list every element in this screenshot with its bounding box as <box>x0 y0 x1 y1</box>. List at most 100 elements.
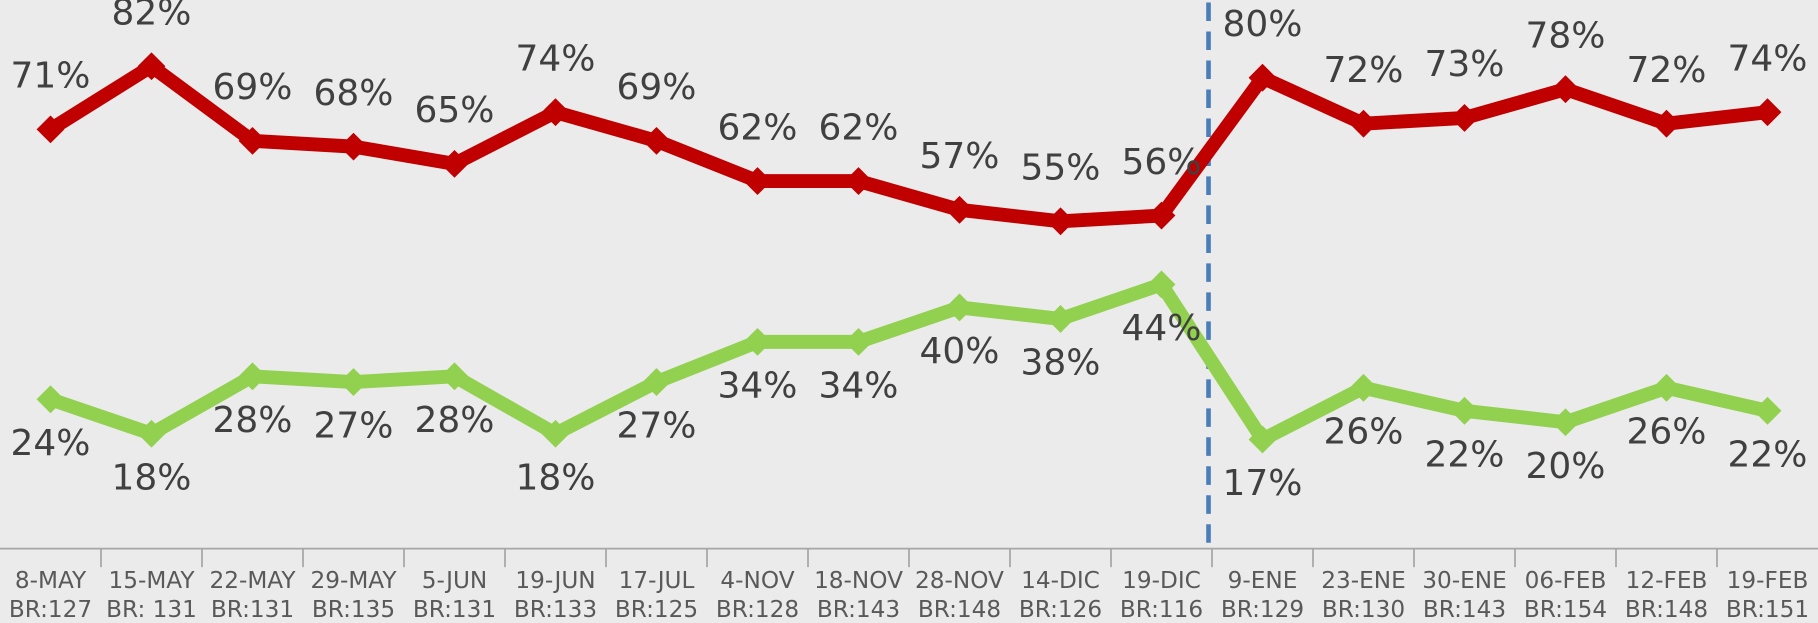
x-tick-label: BR:126 <box>1019 596 1102 623</box>
data-label: 28% <box>415 400 495 441</box>
series-line <box>48 277 1770 447</box>
x-tick-label: 17-JUL <box>619 567 695 594</box>
x-tick-label: 9-ENE <box>1228 567 1298 594</box>
x-tick-label: BR:125 <box>615 596 698 623</box>
data-label: 62% <box>718 107 798 148</box>
x-tick-label: BR:148 <box>1625 596 1708 623</box>
x-tick-label: 06-FEB <box>1525 567 1607 594</box>
data-label: 69% <box>617 67 697 108</box>
marker <box>1046 304 1075 333</box>
marker <box>1551 75 1580 104</box>
marker <box>1147 201 1176 230</box>
marker <box>440 362 469 391</box>
x-tick-label: 30-ENE <box>1422 567 1506 594</box>
x-tick-label: BR:130 <box>1322 596 1405 623</box>
data-label: 68% <box>314 73 394 114</box>
data-label: 26% <box>1627 411 1707 452</box>
data-label: 72% <box>1324 50 1404 91</box>
x-tick-label: 22-MAY <box>209 567 296 594</box>
x-tick-label: BR:129 <box>1221 596 1304 623</box>
marker <box>36 385 65 414</box>
marker <box>1046 207 1075 236</box>
data-label: 20% <box>1526 446 1606 487</box>
data-label: 18% <box>516 457 596 498</box>
x-tick-label: 12-FEB <box>1626 567 1708 594</box>
marker <box>1349 373 1378 402</box>
data-label: 62% <box>819 107 899 148</box>
x-tick-label: BR:116 <box>1120 596 1203 623</box>
x-tick-label: 18-NOV <box>814 567 903 594</box>
x-tick-label: BR: 131 <box>106 596 197 623</box>
marker <box>1551 408 1580 437</box>
marker <box>36 115 65 144</box>
data-label: 74% <box>516 38 596 79</box>
x-tick-label: 19-DIC <box>1122 567 1201 594</box>
data-label: 34% <box>819 366 899 407</box>
data-label: 26% <box>1324 411 1404 452</box>
x-tick-label: BR:128 <box>716 596 799 623</box>
x-tick-label: BR:151 <box>1726 596 1809 623</box>
x-tick-label: 28-NOV <box>915 567 1004 594</box>
marker <box>1652 109 1681 138</box>
marker <box>1753 98 1782 127</box>
data-label: 57% <box>920 136 1000 177</box>
x-tick-label: 5-JUN <box>422 567 488 594</box>
x-tick-label: 23-ENE <box>1321 567 1405 594</box>
marker <box>1450 103 1479 132</box>
x-tick-label: BR:143 <box>1423 596 1506 623</box>
x-tick-label: BR:131 <box>211 596 294 623</box>
marker <box>1248 63 1277 92</box>
data-label: 72% <box>1627 50 1707 91</box>
x-tick-label: 4-NOV <box>720 567 794 594</box>
marker <box>1248 425 1277 454</box>
x-tick-label: BR:127 <box>9 596 92 623</box>
marker <box>1753 396 1782 425</box>
data-label: 28% <box>213 400 293 441</box>
data-label: 78% <box>1526 15 1606 56</box>
x-tick-label: BR:154 <box>1524 596 1607 623</box>
data-label: 17% <box>1223 463 1303 504</box>
series-line <box>46 59 1769 229</box>
marker <box>1349 109 1378 138</box>
x-tick-label: 8-MAY <box>15 567 87 594</box>
data-label: 22% <box>1425 434 1505 475</box>
data-label: 69% <box>213 67 293 108</box>
data-label: 73% <box>1425 44 1505 85</box>
marker <box>440 149 469 178</box>
marker <box>137 419 166 448</box>
data-label: 40% <box>920 331 1000 372</box>
x-tick-label: BR:148 <box>918 596 1001 623</box>
x-tick-label: BR:135 <box>312 596 395 623</box>
data-label: 27% <box>314 406 394 447</box>
x-tick-label: 19-FEB <box>1727 567 1809 594</box>
data-label: 56% <box>1122 142 1202 183</box>
data-label: 82% <box>112 0 192 33</box>
data-label: 65% <box>415 90 495 131</box>
x-tick-label: 19-JUN <box>515 567 595 594</box>
x-tick-label: BR:133 <box>514 596 597 623</box>
marker <box>238 126 267 155</box>
data-label: 44% <box>1122 308 1202 349</box>
marker <box>1147 270 1176 299</box>
marker <box>339 368 368 396</box>
marker <box>1450 396 1479 425</box>
x-tick-label: 14-DIC <box>1021 567 1100 594</box>
data-label: 27% <box>617 406 697 447</box>
x-tick-label: BR:143 <box>817 596 900 623</box>
data-label: 24% <box>11 423 91 464</box>
data-label: 38% <box>1021 343 1101 384</box>
x-tick-label: 29-MAY <box>310 567 397 594</box>
x-tick-label: BR:131 <box>413 596 496 623</box>
data-label: 22% <box>1728 434 1808 475</box>
data-label: 74% <box>1728 38 1808 79</box>
data-label: 55% <box>1021 148 1101 189</box>
data-label: 18% <box>112 457 192 498</box>
data-label: 34% <box>718 366 798 407</box>
data-label: 80% <box>1223 4 1303 45</box>
marker <box>1652 373 1681 402</box>
marker <box>137 52 166 81</box>
data-label: 71% <box>11 56 91 97</box>
x-tick-label: 15-MAY <box>108 567 195 594</box>
